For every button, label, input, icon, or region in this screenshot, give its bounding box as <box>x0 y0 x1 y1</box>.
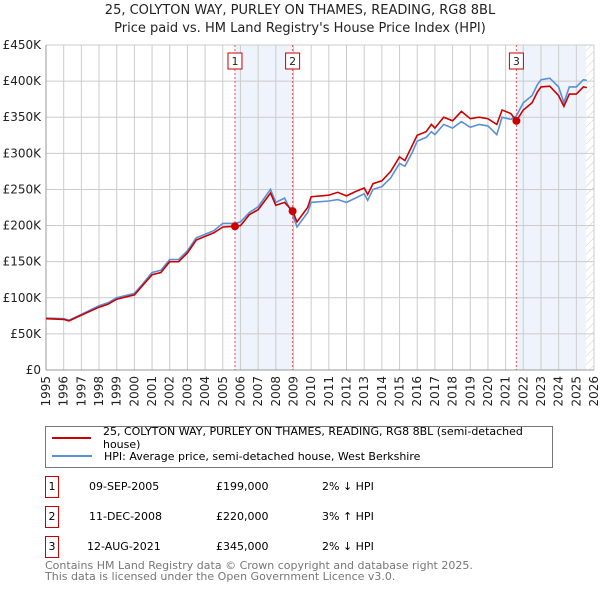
sale-hpi-diff: 2% ↓ HPI <box>322 540 374 553</box>
legend-label: HPI: Average price, semi-detached house,… <box>104 449 421 463</box>
x-tick-label: 2013 <box>357 376 371 407</box>
footer-note: Contains HM Land Registry data © Crown c… <box>45 560 473 582</box>
x-tick-label: 2017 <box>428 376 442 407</box>
sale-hpi-diff: 3% ↑ HPI <box>322 510 374 523</box>
x-tick-label: 2018 <box>446 376 460 407</box>
x-tick-label: 1998 <box>92 376 106 407</box>
chart-legend: 25, COLYTON WAY, PURLEY ON THAMES, READI… <box>45 425 553 468</box>
x-tick-label: 2022 <box>516 376 530 407</box>
transaction-row: 2 11-DEC-2008 £220,000 3% ↑ HPI <box>45 506 565 528</box>
sale-price: £220,000 <box>216 510 269 523</box>
x-tick-label: 2014 <box>375 376 389 407</box>
legend-swatch-blue <box>52 455 92 457</box>
future-hatch <box>586 45 594 370</box>
x-tick-label: 2004 <box>198 376 212 407</box>
x-tick-label: 2011 <box>322 376 336 407</box>
x-tick-label: 2026 <box>587 376 600 407</box>
legend-item-property: 25, COLYTON WAY, PURLEY ON THAMES, READI… <box>46 425 552 451</box>
sale-badge: 3 <box>45 536 59 558</box>
y-tick-label: £150K <box>3 255 43 269</box>
y-tick-label: £200K <box>3 219 43 233</box>
x-tick-label: 2005 <box>216 376 230 407</box>
x-tick-label: 2025 <box>569 376 583 407</box>
price-chart: 1995 1996 1997 1998 1999 2000 2001 2002 2003 2004… <box>3 38 600 407</box>
chart-subtitle: Price paid vs. HM Land Registry's House … <box>114 21 486 36</box>
y-tick-label: £450K <box>3 38 43 52</box>
sale-label: 3 <box>513 55 520 68</box>
x-tick-label: 2019 <box>463 376 477 407</box>
legend-swatch-red <box>52 437 91 439</box>
hpi-line <box>45 77 588 322</box>
sale-label: 1 <box>231 55 238 68</box>
sale-label-box <box>227 52 243 70</box>
x-tick-label: 2009 <box>286 376 300 407</box>
x-tick-label: 2002 <box>163 376 177 407</box>
x-tick-label: 2000 <box>127 376 141 407</box>
transaction-row: 3 12-AUG-2021 £345,000 2% ↓ HPI <box>45 536 565 558</box>
x-tick-label: 2007 <box>251 376 265 407</box>
sale-date: 12-AUG-2021 <box>87 540 161 553</box>
sale-point <box>512 116 521 125</box>
x-tick-label: 1997 <box>74 376 88 407</box>
y-tick-label: £400K <box>3 74 43 88</box>
sale-price: £199,000 <box>216 480 269 493</box>
x-tick-label: 1996 <box>57 376 71 407</box>
x-tick-label: 2010 <box>304 376 318 407</box>
x-tick-label: 1995 <box>39 376 53 407</box>
sale-label: 2 <box>289 55 296 68</box>
sale-label-box <box>285 52 301 70</box>
x-tick-label: 2023 <box>534 376 548 407</box>
sale-date: 09-SEP-2005 <box>89 480 160 493</box>
y-tick-label: £50K <box>10 327 42 341</box>
footer-licence: This data is licensed under the Open Gov… <box>45 570 396 583</box>
x-tick-label: 2001 <box>145 376 159 407</box>
sale-price: £345,000 <box>216 540 269 553</box>
legend-item-hpi: HPI: Average price, semi-detached house,… <box>46 447 420 465</box>
footer-copyright: Contains HM Land Registry data © Crown c… <box>45 559 473 572</box>
sale-label-box <box>508 52 524 70</box>
x-tick-label: 2012 <box>340 376 354 407</box>
y-tick-label: £350K <box>3 110 43 124</box>
x-tick-label: 2015 <box>393 376 407 407</box>
sale-date: 11-DEC-2008 <box>89 510 163 523</box>
y-tick-label: £300K <box>3 146 43 160</box>
y-tick-label: £100K <box>3 291 43 305</box>
sale-point <box>288 207 297 216</box>
x-tick-label: 2021 <box>499 376 513 407</box>
x-tick-label: 2006 <box>233 376 247 407</box>
sale-hpi-diff: 2% ↓ HPI <box>322 480 374 493</box>
x-tick-label: 2020 <box>481 376 495 407</box>
sale-badge: 2 <box>45 506 59 528</box>
x-tick-label: 2008 <box>269 376 283 407</box>
x-tick-label: 2016 <box>410 376 424 407</box>
shaded-period <box>234 45 293 370</box>
legend-label: 25, COLYTON WAY, PURLEY ON THAMES, READI… <box>102 425 523 451</box>
x-tick-label: 1999 <box>110 376 124 407</box>
transaction-row: 1 09-SEP-2005 £199,000 2% ↓ HPI <box>45 476 565 498</box>
x-tick-label: 2024 <box>552 376 566 407</box>
sale-point <box>230 222 239 231</box>
y-tick-label: £250K <box>3 182 43 196</box>
chart-title: 25, COLYTON WAY, PURLEY ON THAMES, READI… <box>104 3 496 18</box>
y-tick-label: £0 <box>26 363 41 377</box>
x-tick-label: 2003 <box>180 376 194 407</box>
sale-badge: 1 <box>45 476 59 498</box>
